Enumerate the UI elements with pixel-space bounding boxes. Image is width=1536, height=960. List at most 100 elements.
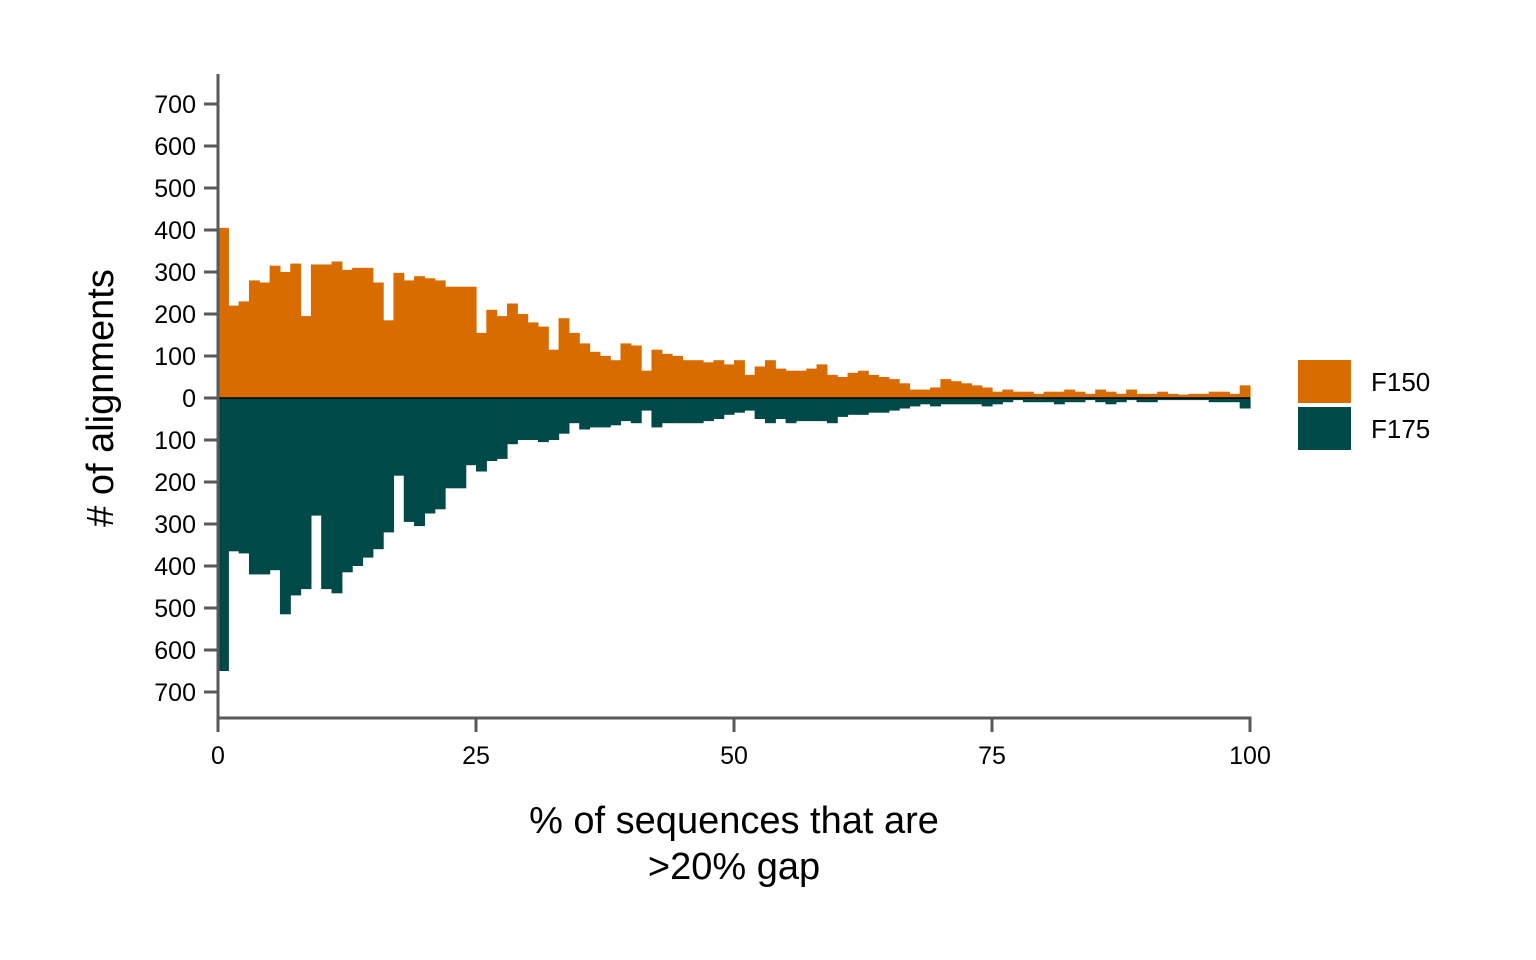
bar-f175-38	[610, 398, 622, 426]
bar-f175-58	[816, 398, 828, 422]
bar-f175-90	[1146, 398, 1158, 403]
bar-f175-68	[919, 398, 931, 405]
bar-f175-63	[868, 398, 880, 413]
bar-f150-15	[372, 282, 384, 398]
y-tick-label: 400	[154, 217, 196, 245]
bar-f175-13	[352, 398, 364, 566]
bar-f175-33	[558, 398, 570, 434]
bar-f175-53	[764, 398, 776, 424]
bar-f150-16	[383, 320, 395, 398]
legend-label-f150: F150	[1371, 367, 1430, 397]
x-tick-label: 25	[462, 742, 490, 770]
bar-f175-87	[1115, 398, 1127, 403]
bar-f150-19	[414, 276, 425, 398]
bar-f175-43	[661, 398, 673, 424]
bar-f175-92	[1167, 398, 1179, 401]
bar-f175-42	[651, 398, 663, 428]
bar-f175-19	[414, 398, 425, 527]
bar-f150-98	[1229, 393, 1241, 398]
bar-f175-62	[857, 398, 869, 415]
bar-f175-6	[279, 398, 291, 615]
bar-f150-54	[775, 368, 787, 398]
bar-f150-71	[950, 381, 962, 398]
bar-f150-10	[321, 264, 333, 398]
legend-swatch-f150	[1298, 360, 1351, 403]
bar-f150-85	[1095, 389, 1107, 398]
bar-f150-70	[940, 379, 952, 398]
y-tick-label: 100	[154, 343, 196, 371]
bar-f175-49	[723, 398, 735, 415]
bar-f150-72	[961, 383, 972, 398]
bar-f175-78	[1022, 398, 1034, 403]
bar-f150-7	[290, 263, 302, 398]
bar-f150-35	[579, 343, 591, 398]
bar-f175-20	[424, 398, 436, 514]
bar-f150-91	[1157, 391, 1169, 398]
bar-f175-9	[310, 398, 322, 516]
bar-f175-86	[1105, 398, 1117, 405]
bar-f175-2	[238, 398, 250, 554]
bar-f175-65	[888, 398, 900, 411]
bar-f175-54	[775, 398, 787, 419]
bar-f150-3	[248, 280, 260, 398]
bar-f150-47	[703, 362, 714, 398]
bar-f175-76	[1002, 398, 1014, 403]
bar-f150-89	[1136, 393, 1148, 398]
bar-f175-77	[1012, 398, 1024, 401]
bar-f150-62	[857, 370, 869, 398]
legend-label-f175: F175	[1371, 414, 1430, 444]
bar-f175-70	[940, 398, 952, 405]
bar-f175-75	[992, 398, 1003, 405]
bar-f175-56	[795, 398, 807, 422]
bar-f175-0	[218, 398, 229, 671]
bar-f150-90	[1146, 393, 1158, 398]
bar-f175-8	[300, 398, 312, 590]
x-tick-label: 75	[978, 742, 1006, 770]
bar-f175-80	[1043, 398, 1055, 403]
bar-f150-37	[599, 356, 611, 398]
bar-f175-18	[403, 398, 415, 522]
bar-f175-73	[971, 398, 983, 405]
bar-f175-11	[331, 398, 343, 594]
bar-f175-1	[228, 398, 240, 552]
y-axis-title: # of alignments	[80, 269, 122, 527]
y-tick-label: 600	[154, 637, 196, 665]
bar-f150-67	[909, 389, 921, 398]
x-axis-ticks: 0 25 50 75 100	[211, 718, 1271, 770]
bar-f150-58	[816, 364, 828, 398]
bar-f175-91	[1157, 398, 1169, 401]
bar-f150-76	[1002, 389, 1014, 398]
bar-f175-66	[899, 398, 911, 409]
y-tick-label: 200	[154, 301, 196, 329]
bar-f150-39	[620, 343, 632, 398]
bar-f175-29	[517, 398, 529, 440]
y-tick-label: 300	[154, 259, 196, 287]
bar-f150-78	[1022, 391, 1034, 398]
bar-f175-21	[434, 398, 446, 510]
bar-f150-52	[754, 366, 766, 398]
bar-f150-83	[1074, 391, 1086, 398]
bar-f150-97	[1219, 391, 1230, 398]
bar-f150-33	[558, 318, 570, 398]
bar-f150-23	[455, 286, 467, 398]
bar-f175-72	[961, 398, 972, 405]
bar-f175-47	[703, 398, 714, 422]
bar-f150-46	[692, 360, 704, 398]
bar-f150-29	[517, 314, 529, 398]
x-tick-label: 50	[720, 742, 748, 770]
bar-f150-8	[300, 316, 312, 398]
bar-f150-32	[548, 349, 560, 398]
bar-f175-26	[486, 398, 498, 461]
bar-f150-26	[486, 309, 498, 398]
bar-f175-14	[362, 398, 374, 558]
bar-f175-88	[1126, 398, 1138, 401]
y-tick-label: 500	[154, 175, 196, 203]
bar-f150-42	[651, 349, 663, 398]
bar-f150-86	[1105, 391, 1117, 398]
bar-f150-69	[930, 387, 941, 398]
bar-f175-52	[754, 398, 766, 419]
bar-f150-79	[1033, 393, 1045, 398]
bar-f175-37	[599, 398, 611, 428]
bar-f175-34	[568, 398, 580, 424]
bar-f175-32	[548, 398, 560, 440]
